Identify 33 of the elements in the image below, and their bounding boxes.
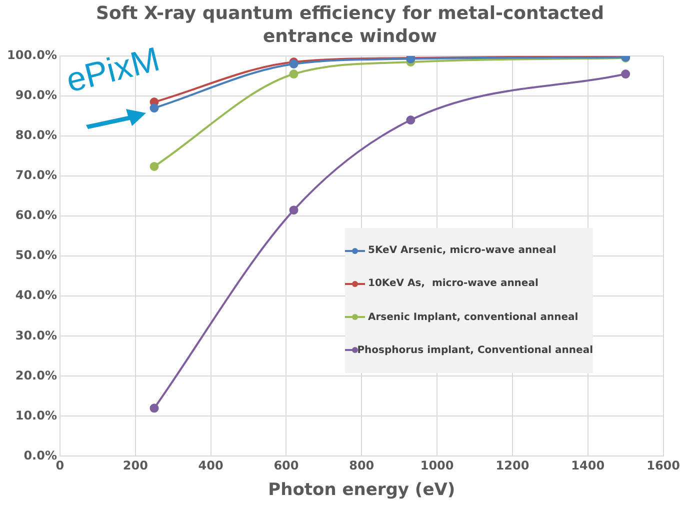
x-tick-label: 1000 — [420, 458, 454, 473]
y-tick-label: 50.0% — [15, 248, 57, 262]
x-tick-label: 1400 — [571, 458, 605, 473]
x-axis-title: Photon energy (eV) — [268, 480, 456, 500]
point — [150, 162, 159, 171]
y-tick-label: 100.0% — [6, 48, 57, 62]
point — [621, 70, 630, 79]
y-tick-label: 30.0% — [15, 328, 57, 342]
point — [289, 60, 298, 69]
y-tick-label: 20.0% — [15, 368, 57, 382]
x-tick-label: 1600 — [646, 458, 680, 473]
x-tick-label: 1200 — [496, 458, 530, 473]
legend-label: Arsenic Implant, conventional anneal — [368, 312, 578, 323]
y-tick-label: 80.0% — [15, 128, 57, 142]
legend-label: 5KeV Arsenic, micro-wave anneal — [368, 245, 556, 256]
x-tick-label: 400 — [198, 458, 224, 473]
point — [289, 70, 298, 79]
x-tick-label: 600 — [274, 458, 299, 473]
y-tick-label: 40.0% — [15, 288, 57, 302]
legend-label: 10KeV As, micro-wave anneal — [368, 278, 538, 290]
y-tick-label: 0.0% — [24, 448, 57, 462]
x-tick-label: 0 — [56, 458, 64, 473]
y-tick-label: 10.0% — [15, 408, 57, 422]
point — [289, 206, 298, 215]
y-tick-label: 70.0% — [15, 168, 57, 182]
legend-label: Phosphorus implant, Conventional anneal — [357, 344, 593, 356]
x-tick-label: 800 — [349, 458, 374, 473]
x-tick-label: 200 — [122, 458, 148, 473]
y-tick-label: 60.0% — [15, 208, 57, 222]
point — [150, 404, 159, 413]
y-tick-label: 90.0% — [15, 88, 57, 102]
point — [150, 104, 159, 113]
point — [406, 116, 416, 125]
